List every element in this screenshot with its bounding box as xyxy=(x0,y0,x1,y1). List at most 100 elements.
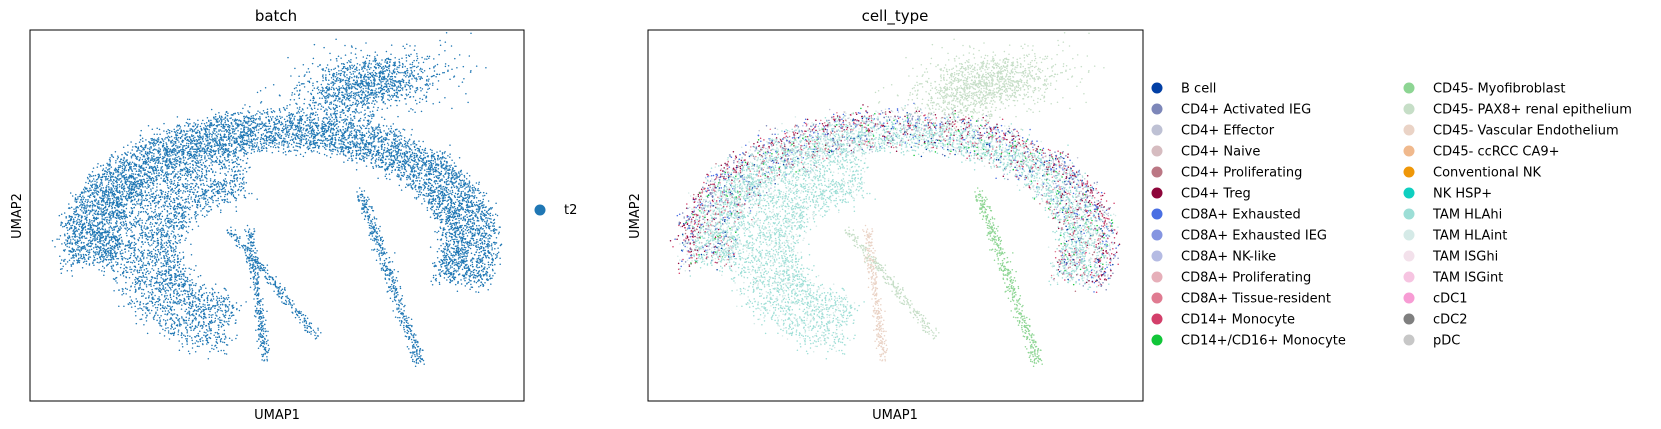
batch-point xyxy=(240,146,242,148)
batch-point xyxy=(237,126,239,128)
batch-point xyxy=(457,222,459,224)
batch-point xyxy=(415,189,417,191)
batch-point xyxy=(420,170,422,172)
batch-point xyxy=(283,152,285,154)
batch-point xyxy=(99,250,101,252)
batch-point xyxy=(107,199,109,201)
batch-point xyxy=(247,123,249,125)
batch-point xyxy=(334,121,336,123)
batch-point xyxy=(84,206,86,208)
batch-point xyxy=(447,247,449,249)
batch-point xyxy=(130,152,132,154)
batch-point xyxy=(104,224,106,226)
batch-point xyxy=(393,134,395,136)
batch-point xyxy=(437,257,439,259)
batch-point xyxy=(213,139,215,141)
batch-point xyxy=(249,106,251,108)
batch-point xyxy=(74,214,76,216)
batch-point xyxy=(103,187,105,189)
batch-point xyxy=(468,266,470,268)
batch-point xyxy=(264,140,266,142)
batch-point xyxy=(351,155,353,157)
batch-point xyxy=(153,140,155,142)
batch-point xyxy=(162,163,164,165)
batch-point xyxy=(277,128,279,130)
batch-point xyxy=(172,139,174,141)
batch-point xyxy=(449,273,451,275)
batch-point xyxy=(80,209,82,211)
batch-point xyxy=(215,114,217,116)
batch-point xyxy=(373,135,375,137)
batch-point xyxy=(422,194,424,196)
batch-point xyxy=(462,233,464,235)
batch-point xyxy=(198,136,200,138)
batch-point xyxy=(125,170,127,172)
batch-point xyxy=(446,244,448,246)
batch-point xyxy=(442,153,444,155)
batch-point xyxy=(240,128,242,130)
batch-point xyxy=(84,190,86,192)
batch-point xyxy=(433,199,435,201)
batch-point xyxy=(466,260,468,262)
batch-point xyxy=(436,169,438,171)
batch-point xyxy=(348,157,350,159)
batch-point xyxy=(468,247,470,249)
batch-point xyxy=(463,200,465,202)
batch-point xyxy=(234,113,236,115)
batch-point xyxy=(131,177,133,179)
batch-point xyxy=(445,172,447,174)
batch-point xyxy=(109,165,111,167)
batch-point xyxy=(357,125,359,127)
batch-point xyxy=(188,147,190,149)
batch-point xyxy=(131,181,133,183)
batch-point xyxy=(484,221,486,223)
batch-point xyxy=(228,148,230,150)
batch-point xyxy=(391,155,393,157)
batch-point xyxy=(384,118,386,120)
batch-point xyxy=(458,249,460,251)
batch-point xyxy=(353,155,355,157)
batch-point xyxy=(91,220,93,222)
batch-point xyxy=(104,173,106,175)
batch-point xyxy=(205,134,207,136)
batch-point xyxy=(151,155,153,157)
batch-point xyxy=(192,157,194,159)
batch-point xyxy=(295,126,297,128)
batch-point xyxy=(285,126,287,128)
batch-point xyxy=(423,198,425,200)
batch-point xyxy=(338,143,340,145)
batch-point xyxy=(383,161,385,163)
batch-point xyxy=(406,152,408,154)
batch-point xyxy=(224,122,226,124)
batch-point xyxy=(460,264,462,266)
batch-point xyxy=(186,122,188,124)
batch-point xyxy=(465,186,467,188)
batch-point xyxy=(366,155,368,157)
batch-point xyxy=(487,219,489,221)
batch-point xyxy=(300,136,302,138)
batch-point xyxy=(168,135,170,137)
batch-point xyxy=(86,216,88,218)
batch-point xyxy=(486,211,488,213)
batch-point xyxy=(264,135,266,137)
batch-point xyxy=(102,184,104,186)
batch-point xyxy=(399,167,401,169)
batch-point xyxy=(190,143,192,145)
batch-point xyxy=(216,131,218,133)
batch-point xyxy=(447,254,449,256)
batch-point xyxy=(304,136,306,138)
batch-point xyxy=(407,142,409,144)
batch-point xyxy=(258,123,260,125)
batch-point xyxy=(220,129,222,131)
batch-point xyxy=(197,130,199,132)
batch-point xyxy=(370,138,372,140)
batch-point xyxy=(352,152,354,154)
batch-point xyxy=(486,193,488,195)
batch-point xyxy=(263,145,265,147)
batch-point xyxy=(482,283,484,285)
batch-point xyxy=(379,155,381,157)
batch-point xyxy=(240,142,242,144)
batch-point xyxy=(209,138,211,140)
batch-point xyxy=(97,258,99,260)
batch-point xyxy=(112,181,114,183)
